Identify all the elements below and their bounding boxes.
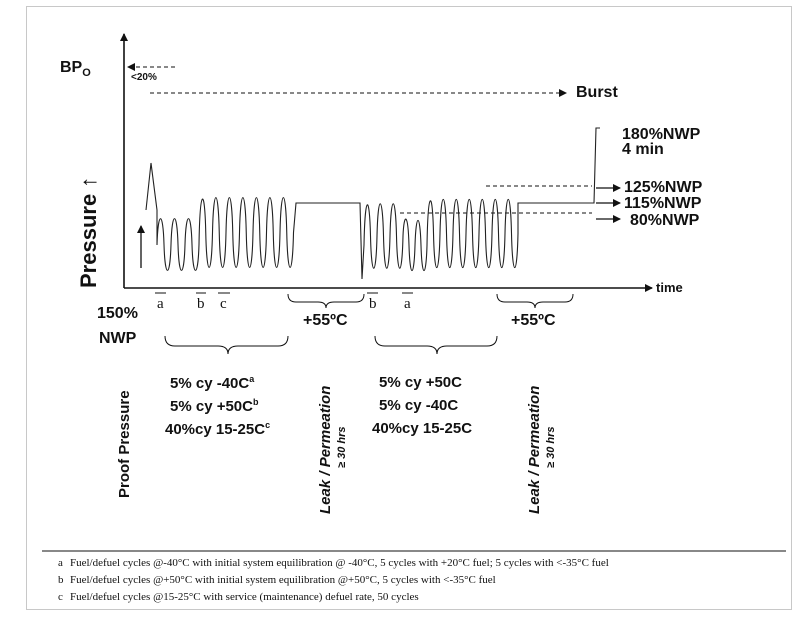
group2-line3: 40%cy 15-25C bbox=[372, 420, 473, 437]
temp1-brace bbox=[287, 293, 365, 309]
nwp80-label: 80%NWP bbox=[630, 212, 700, 229]
segment-a-2: a bbox=[404, 296, 411, 312]
footnote-a: a Fuel/defuel cycles @-40°C with initial … bbox=[58, 557, 609, 569]
temp-label-2: +55ºC bbox=[511, 312, 556, 329]
proof-pressure-label: Proof Pressure bbox=[116, 390, 133, 498]
group2-line1: 5% cy +50C bbox=[379, 374, 462, 391]
y-axis-label: Pressure ↑ bbox=[76, 176, 101, 288]
nwp115-label: 115%NWP bbox=[624, 195, 702, 212]
footnote-c: c Fuel/defuel cycles @15-25°C with servic… bbox=[58, 591, 419, 603]
segment-a-1: a bbox=[157, 296, 164, 312]
leak-permeation-label-2: Leak / Permeation bbox=[526, 385, 543, 514]
temp2-brace bbox=[496, 293, 574, 309]
group2-brace bbox=[374, 335, 498, 355]
segment-b-1: b bbox=[197, 296, 205, 312]
x-axis-label: time bbox=[656, 280, 683, 295]
bpo-label: BPO bbox=[60, 59, 91, 80]
nwp180-label: 180%NWP bbox=[622, 126, 701, 143]
footnote-b: b Fuel/defuel cycles @+50°C with initial … bbox=[58, 574, 496, 586]
nwp150-label-line2: NWP bbox=[99, 330, 137, 347]
pressure-waveform bbox=[145, 127, 600, 280]
leak-permeation-label-1: Leak / Permeation bbox=[317, 385, 334, 514]
group2-line2: 5% cy -40C bbox=[379, 397, 459, 414]
group1-line2: 5% cy +50Cb bbox=[170, 397, 259, 415]
group1-line1: 5% cy -40Ca bbox=[170, 374, 255, 392]
burst-label: Burst bbox=[576, 84, 618, 101]
leak-duration-label-1: ≥ 30 hrs bbox=[336, 426, 348, 468]
segment-b-2: b bbox=[369, 296, 377, 312]
nwp125-label: 125%NWP bbox=[624, 179, 703, 196]
nwp150-label-line1: 150% bbox=[97, 305, 138, 322]
group1-line3: 40%cy 15-25Cc bbox=[165, 420, 271, 438]
temp-label-1: +55ºC bbox=[303, 312, 348, 329]
figure-frame bbox=[26, 6, 792, 610]
up-arrow-icon: ↑ bbox=[76, 176, 101, 188]
lt20-label: <20% bbox=[131, 72, 157, 83]
y-axis-title: Pressure bbox=[76, 193, 101, 288]
segment-c-1: c bbox=[220, 296, 227, 312]
min4-label: 4 min bbox=[622, 141, 664, 158]
group1-brace bbox=[164, 335, 289, 355]
leak-duration-label-2: ≥ 30 hrs bbox=[545, 426, 557, 468]
